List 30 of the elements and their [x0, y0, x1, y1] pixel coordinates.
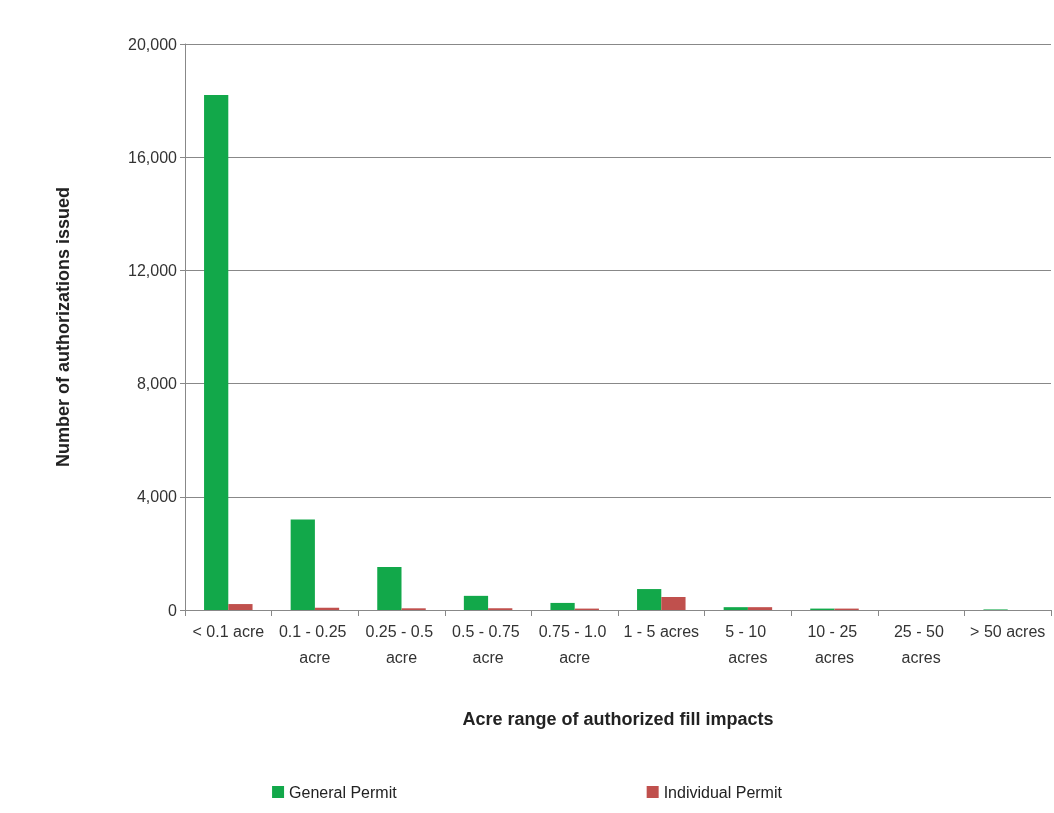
x-tick-label: 10 - 25 acres	[807, 622, 862, 666]
bar	[661, 596, 686, 610]
x-tick-label: 0.25 - 0.5 acre	[365, 622, 438, 666]
y-axis-title: Number of authorizations issued	[53, 186, 73, 468]
bar	[204, 94, 229, 610]
y-tick-label: 12,000	[128, 261, 178, 279]
x-tick-label: < 0.1 acre	[192, 622, 265, 640]
x-tick-label: 1 - 5 acres	[623, 622, 700, 640]
bar	[463, 595, 489, 610]
x-tick-label: 25 - 50 acres	[893, 622, 949, 666]
bar	[550, 602, 575, 610]
y-tick-label: 16,000	[128, 148, 178, 166]
y-tick-label: 20,000	[128, 35, 178, 53]
bar	[377, 566, 402, 610]
bar	[747, 607, 773, 610]
x-axis-title: Acre range of authorized fill impacts	[462, 709, 774, 729]
bar	[228, 604, 253, 610]
x-tick-label: 0.1 - 0.25 acre	[278, 622, 351, 666]
bar	[723, 607, 748, 610]
x-tick-label: 5 - 10 acres	[725, 622, 771, 666]
legend-label: Individual Permit	[663, 783, 783, 801]
x-tick-label: 0.5 - 0.75 acre	[452, 622, 525, 666]
legend-label: General Permit	[289, 783, 398, 801]
y-tick-label: 4,000	[136, 488, 178, 506]
y-tick-label: 8,000	[136, 375, 178, 393]
y-tick-label: 0	[168, 601, 178, 619]
x-tick-label: > 50 acres	[970, 622, 1046, 640]
bar	[290, 519, 315, 610]
x-tick-label: 0.75 - 1.0 acre	[538, 622, 611, 666]
bar	[637, 589, 662, 610]
